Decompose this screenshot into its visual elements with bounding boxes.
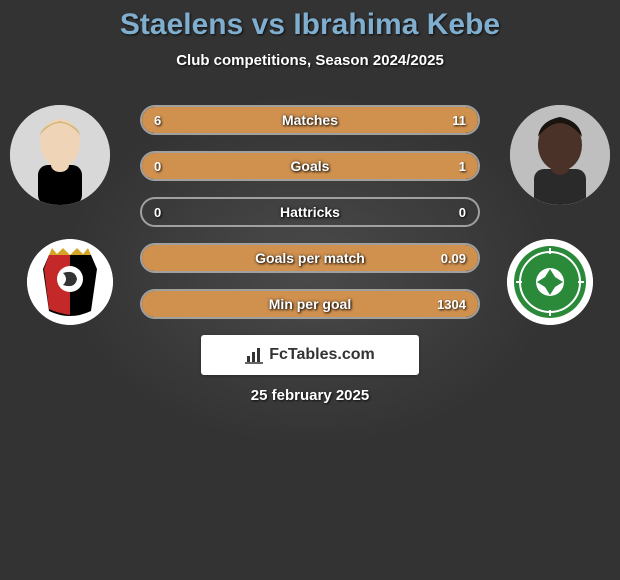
comparison-card: Staelens vs Ibrahima Kebe Club competiti… xyxy=(0,0,620,404)
stat-row: 00Hattricks xyxy=(140,197,480,227)
bar-chart-icon xyxy=(245,346,263,364)
stat-row: 01Goals xyxy=(140,151,480,181)
stats-list: 611Matches 01Goals 00Hattricks 0.09Goals pe… xyxy=(140,105,480,319)
stat-label: Matches xyxy=(142,107,478,133)
brand-box[interactable]: FcTables.com xyxy=(201,335,419,375)
stat-label: Min per goal xyxy=(142,291,478,317)
player-right-avatar xyxy=(510,105,610,205)
player-right-face-icon xyxy=(510,105,610,205)
club-left-badge xyxy=(27,239,113,325)
club-right-badge xyxy=(507,239,593,325)
stat-label: Goals xyxy=(142,153,478,179)
page-title: Staelens vs Ibrahima Kebe xyxy=(0,8,620,42)
club-left-crest-icon xyxy=(27,239,113,325)
player-left-face-icon xyxy=(10,105,110,205)
stat-row: 1304Min per goal xyxy=(140,289,480,319)
stat-label: Goals per match xyxy=(142,245,478,271)
player-left-avatar xyxy=(10,105,110,205)
comparison-body: 611Matches 01Goals 00Hattricks 0.09Goals pe… xyxy=(0,105,620,404)
brand-label: FcTables.com xyxy=(269,346,375,364)
stat-row: 611Matches xyxy=(140,105,480,135)
date-label: 25 february 2025 xyxy=(0,387,620,404)
subtitle: Club competitions, Season 2024/2025 xyxy=(0,52,620,69)
stat-row: 0.09Goals per match xyxy=(140,243,480,273)
club-right-crest-icon xyxy=(507,239,593,325)
stat-label: Hattricks xyxy=(142,199,478,225)
